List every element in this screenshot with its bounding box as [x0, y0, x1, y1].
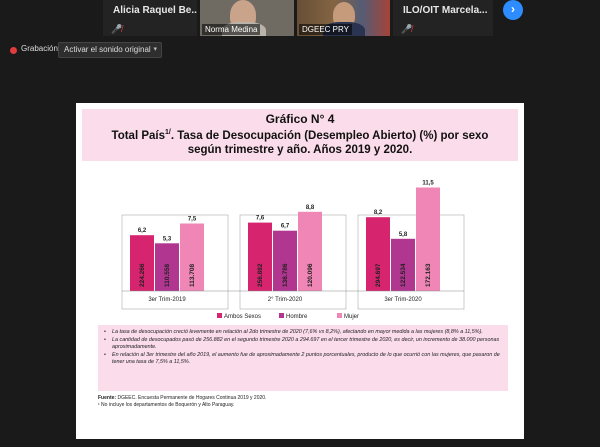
muted-mic-icon: 🎤̸	[401, 24, 413, 34]
participant-name: DGEEC PRY	[299, 24, 352, 35]
notes-box: La tasa de desocupación creció levemente…	[98, 325, 508, 391]
data-label: 11,5	[422, 181, 434, 187]
note-item: En relación al 3er trimestre del año 201…	[104, 352, 502, 366]
muted-mic-icon: 🎤̸	[111, 24, 123, 34]
count-label: 110.558	[164, 263, 171, 287]
legend-label: Mujer	[344, 314, 359, 320]
recording-bar: Grabación Activar el sonido original ▾	[0, 40, 600, 60]
recording-icon	[10, 47, 17, 54]
data-label: 8,2	[374, 210, 383, 216]
participant-name: ILO/OIT Marcela...	[403, 5, 488, 16]
chart-title-line3: según trimestre y año. Años 2019 y 2020.	[187, 143, 413, 156]
legend-swatch	[217, 313, 222, 318]
category-frame	[239, 214, 347, 310]
original-sound-label: Activar el sonido original	[64, 45, 151, 54]
count-label: 122.534	[400, 263, 407, 287]
bar	[391, 238, 415, 291]
count-label: 113.708	[189, 263, 196, 287]
participant-name: Norma Medina	[202, 24, 261, 35]
legend-swatch	[337, 313, 342, 318]
note-item: La tasa de desocupación creció levemente…	[104, 329, 502, 336]
slide-title: Gráfico N° 4 Total País1/. Tasa de Desoc…	[82, 109, 518, 161]
note-item: La cantidad de desocupados pasó de 256.8…	[104, 337, 502, 351]
original-sound-button[interactable]: Activar el sonido original ▾	[58, 42, 162, 58]
legend-label: Ambos Sexos	[224, 314, 261, 320]
chevron-down-icon[interactable]: ▾	[153, 46, 157, 53]
legend-label: Hombre	[286, 314, 308, 320]
count-label: 256.882	[257, 263, 264, 287]
participant-video-tile[interactable]: DGEEC PRY	[297, 0, 390, 36]
data-label: 6,7	[281, 224, 290, 230]
participant-tile[interactable]: Alicia Raquel Be... 🎤̸	[103, 0, 197, 36]
source-note: Fuente: DGEEC. Encuesta Permanente de Ho…	[98, 395, 267, 408]
participant-tile[interactable]: ILO/OIT Marcela... 🎤̸	[393, 0, 493, 36]
chart-title-line2: Total País1/. Tasa de Desocupación (Dese…	[111, 129, 489, 142]
count-label: 172.163	[425, 263, 432, 287]
bar	[298, 211, 322, 291]
x-tick-label: 2° Trim-2020	[268, 297, 303, 303]
x-tick-label: 3er Trim-2019	[148, 297, 186, 303]
data-label: 5,3	[163, 236, 172, 242]
category-frame	[121, 214, 229, 310]
footnote: ¹ No incluye los departamentos de Boquer…	[98, 402, 235, 408]
data-label: 8,8	[306, 205, 315, 211]
participant-video	[333, 2, 355, 28]
bar-chart: 6,2 224.266 5,3 110.558 7,5 113.708 3er Trim-2…	[82, 163, 518, 323]
data-label: 6,2	[138, 228, 147, 234]
data-label: 7,6	[256, 216, 265, 222]
count-label: 136.786	[282, 263, 289, 287]
participant-name: Alicia Raquel Be...	[113, 5, 197, 16]
participant-video-tile[interactable]: Norma Medina	[200, 0, 294, 36]
bar	[366, 217, 390, 291]
next-participants-button[interactable]: ›	[503, 0, 523, 20]
count-label: 120.096	[307, 263, 314, 287]
bar-chart-svg: 6,2 224.266 5,3 110.558 7,5 113.708 3er Trim-2…	[121, 181, 465, 320]
data-label: 5,8	[399, 232, 408, 238]
count-label: 224.266	[139, 263, 146, 287]
bar	[130, 235, 154, 291]
participant-strip: Alicia Raquel Be... 🎤̸ Norma Medina DGEE…	[0, 0, 600, 38]
legend-swatch	[279, 313, 284, 318]
chart-number: Gráfico N° 4	[265, 112, 335, 126]
bar	[180, 223, 204, 291]
category-frame	[357, 214, 465, 310]
x-tick-label: 3er Trim-2020	[384, 297, 422, 303]
bar	[248, 222, 272, 291]
bar	[155, 243, 179, 291]
bar	[416, 187, 440, 291]
bar	[273, 230, 297, 291]
count-label: 294.697	[375, 263, 382, 287]
data-label: 7,5	[188, 217, 197, 223]
shared-slide: Gráfico N° 4 Total País1/. Tasa de Desoc…	[76, 103, 524, 439]
recording-label: Grabación	[21, 44, 58, 53]
